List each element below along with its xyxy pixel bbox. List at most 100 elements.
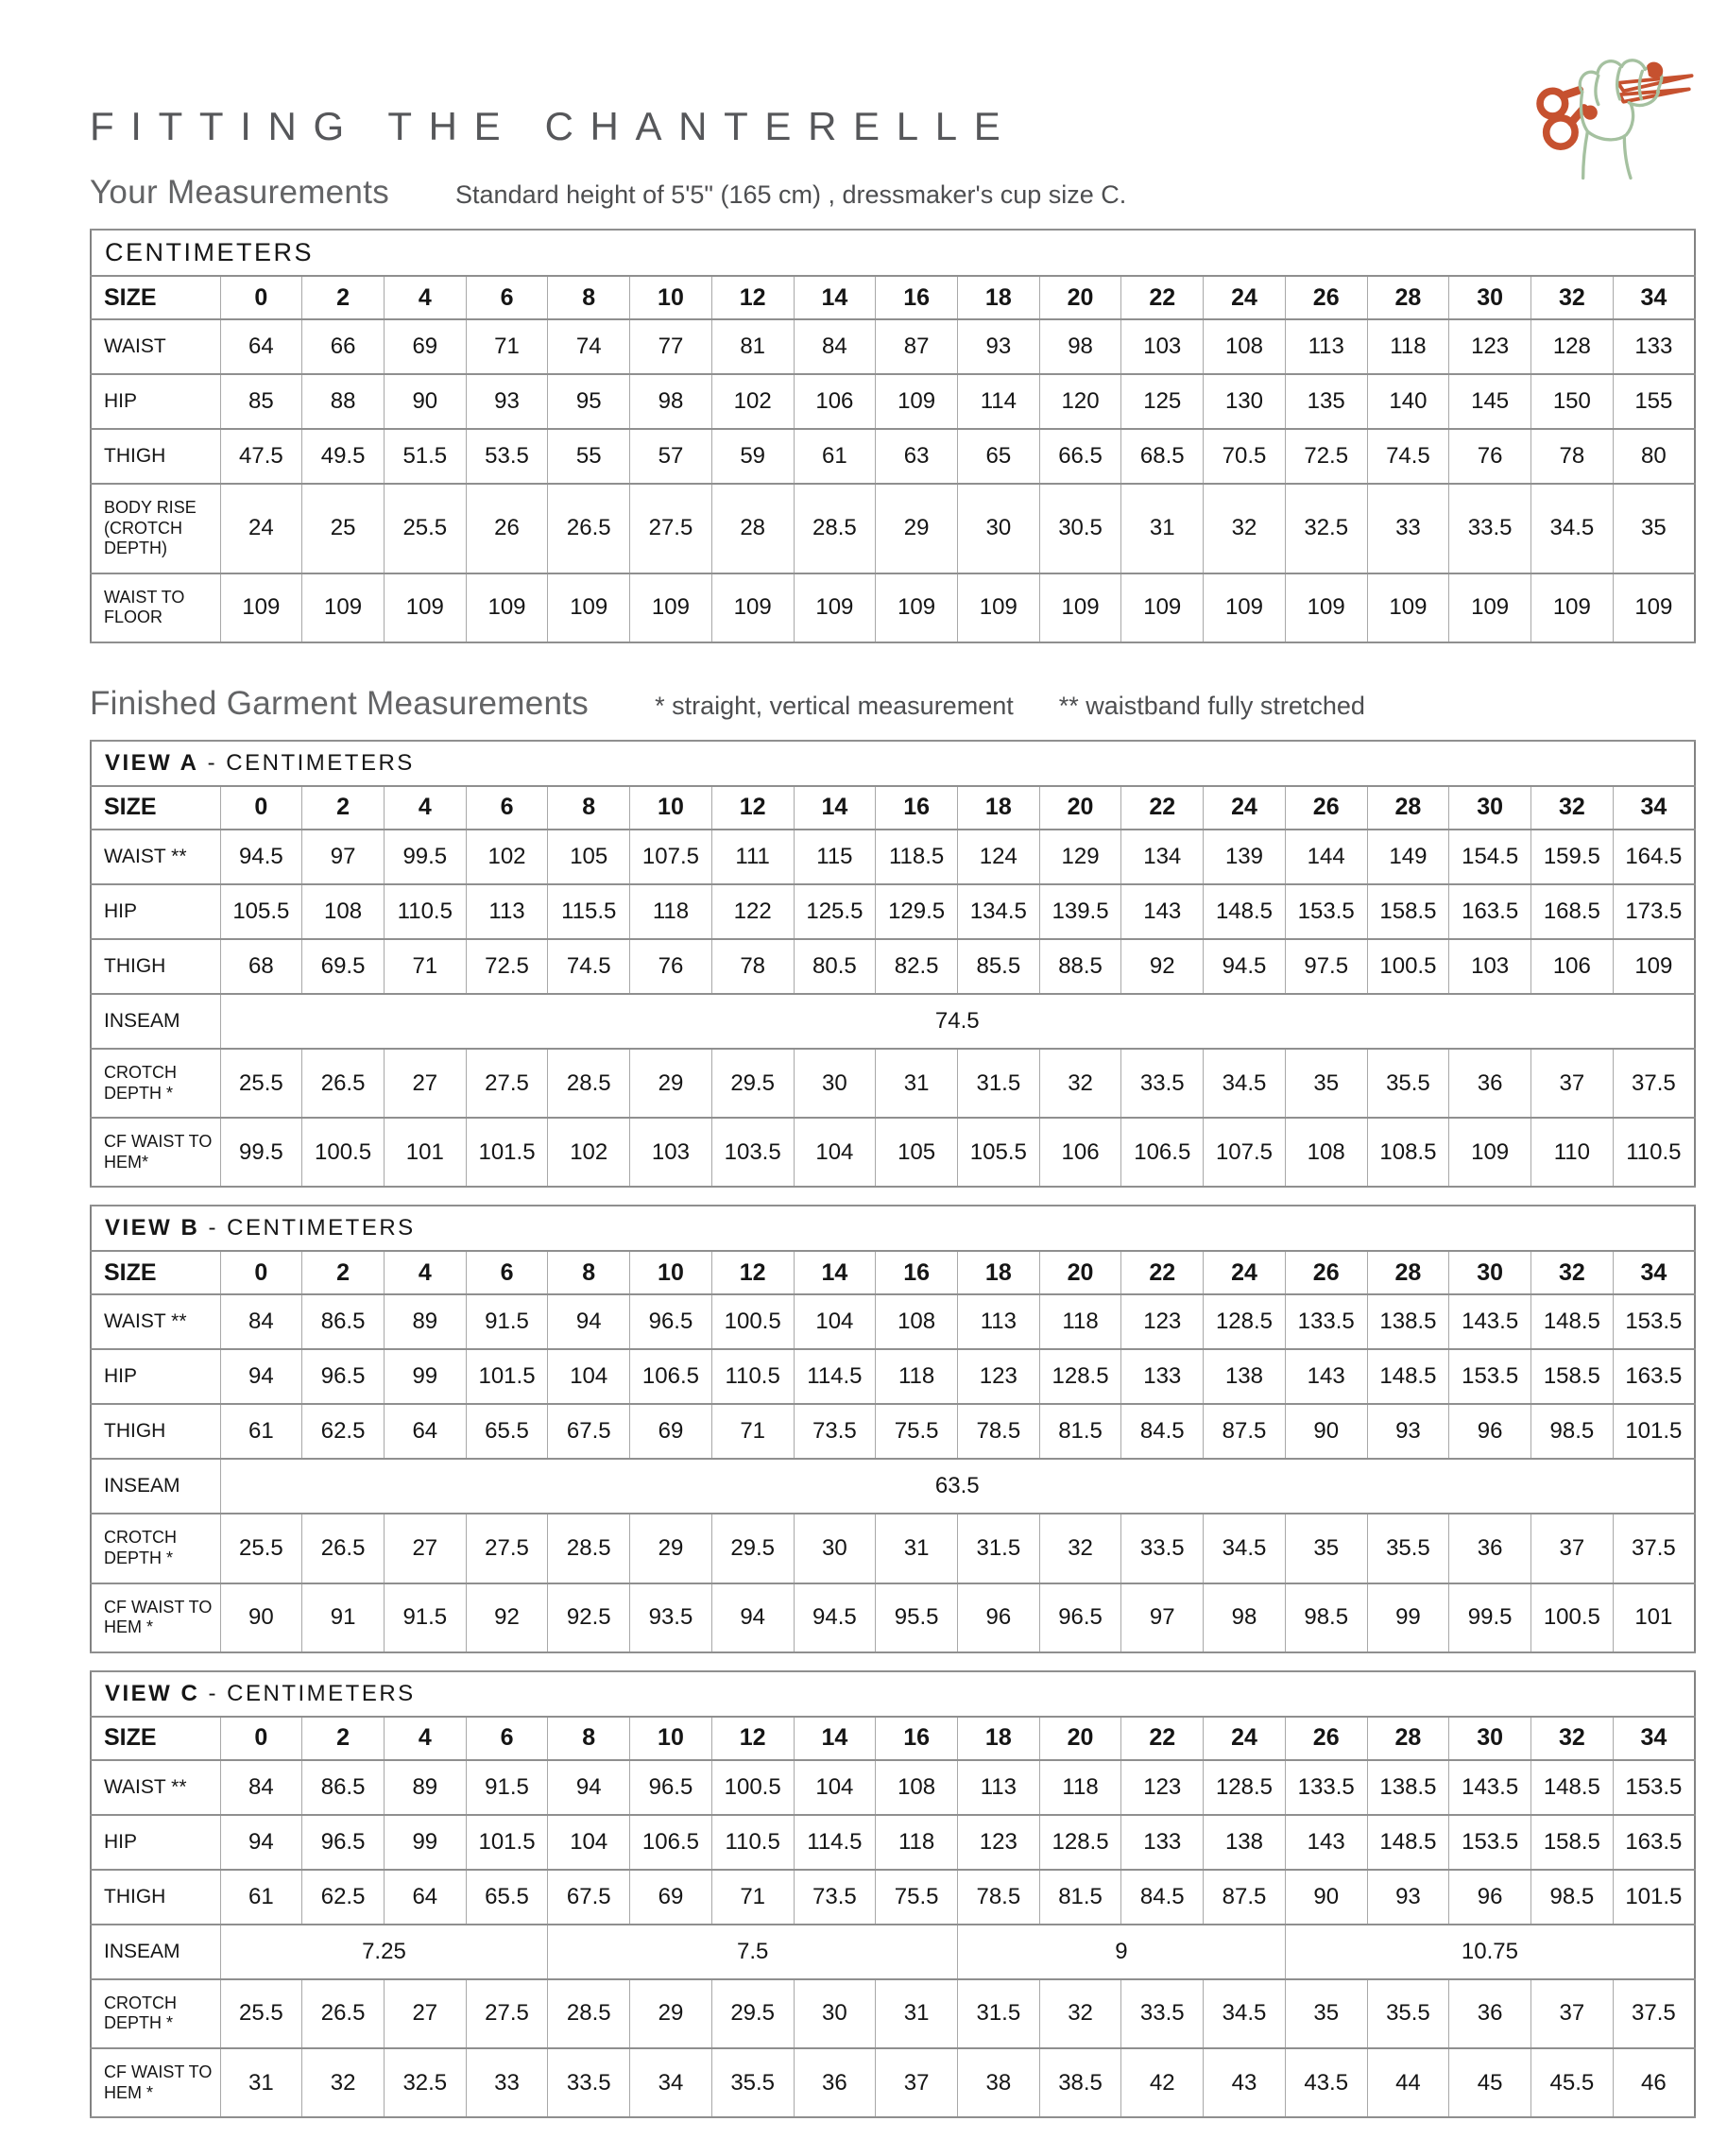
measurement-cell: 106.5 [1120,1117,1205,1189]
row-label: THIGH [90,1403,221,1461]
size-column-header: 8 [547,784,631,830]
measurement-cell: 128.5 [1038,1348,1122,1406]
size-column-header: 4 [383,1250,467,1296]
measurement-cell: 109 [1203,572,1286,643]
measurement-cell: 155 [1612,373,1696,430]
measurement-cell: 27 [383,1047,467,1120]
measurement-cell: 109 [956,572,1040,643]
row-label: THIGH [90,428,221,485]
measurement-cell: 101 [1612,1582,1696,1653]
size-column-header: 24 [1203,275,1286,320]
measurement-cell: 84.5 [1120,1403,1205,1461]
size-column-header: 16 [875,1250,958,1296]
measurement-cell: 74.5 [219,992,1696,1050]
size-column-header: 34 [1612,784,1696,830]
measurement-cell: 100.5 [710,1293,795,1351]
measurement-cell: 118.5 [875,828,958,885]
measurement-cell: 29.5 [710,1513,795,1584]
measurement-cell: 33.5 [1120,1513,1205,1584]
measurement-cell: 125.5 [793,882,877,940]
measurement-cell: 98.5 [1284,1582,1368,1653]
row-label: HIP [90,1813,221,1871]
measurement-cell: 35 [1284,1977,1368,2049]
measurement-cell: 78 [1530,428,1614,485]
measurement-cell: 68.5 [1120,428,1205,485]
size-column-header: 32 [1530,275,1614,320]
row-label: CF WAIST TO HEM * [90,1582,221,1653]
measurement-cell: 108 [875,1758,958,1816]
measurement-cell: 98.5 [1530,1403,1614,1461]
measurement-cell: 125 [1120,373,1205,430]
measurement-cell: 91.5 [465,1293,549,1351]
size-column-header: 14 [793,275,877,320]
measurement-cell: 44 [1366,2046,1450,2119]
measurement-cell: 64 [383,1403,467,1461]
measurement-cell: 111 [710,828,795,885]
measurement-cell: 74 [547,318,631,375]
measurement-cell: 84 [219,1293,303,1351]
measurement-cell: 96.5 [629,1293,712,1351]
measurement-cell: 97.5 [1284,937,1368,995]
measurement-cell: 27.5 [629,483,712,574]
measurement-cell: 80.5 [793,937,877,995]
measurement-cell: 94 [219,1813,303,1871]
measurement-cell: 26 [465,483,549,574]
row-label: CF WAIST TO HEM* [90,1117,221,1189]
measurement-cell: 140 [1366,373,1450,430]
measurement-cell: 29 [629,1047,712,1120]
measurement-cell: 102 [465,828,549,885]
measurement-cell: 33.5 [547,2046,631,2119]
measurement-cell: 109 [1120,572,1205,643]
size-column-header: 14 [793,784,877,830]
measurement-cell: 66 [301,318,385,375]
measurement-cell: 26.5 [301,1513,385,1584]
measurement-cell: 96 [1448,1868,1531,1925]
measurement-cell: 129 [1038,828,1122,885]
measurement-cell: 99 [1366,1582,1450,1653]
measurement-cell: 163.5 [1448,882,1531,940]
measurement-cell: 27.5 [465,1047,549,1120]
measurement-cell: 75.5 [875,1868,958,1925]
section-finished-garment-header: Finished Garment Measurements * straight… [90,685,1696,723]
measurement-cell: 37.5 [1612,1513,1696,1584]
table-row: BODY RISE (CROTCH DEPTH) 24 25 25.5 26 26.5 27… [90,483,1696,574]
measurement-cell: 104 [547,1348,631,1406]
size-column-header: 0 [219,275,303,320]
size-column-header: 26 [1284,1250,1368,1296]
measurement-cell: 32 [1038,1977,1122,2049]
measurement-cell: 118 [875,1348,958,1406]
measurement-cell: 78.5 [956,1403,1040,1461]
row-label: INSEAM [90,1923,221,1980]
measurement-cell: 154.5 [1448,828,1531,885]
measurement-cell: 93.5 [629,1582,712,1653]
measurement-cell: 105.5 [219,882,303,940]
measurement-cell: 67.5 [547,1868,631,1925]
size-column-header: 20 [1038,275,1122,320]
measurement-cell: 102 [710,373,795,430]
table-caption: VIEW A - CENTIMETERS [90,739,1696,787]
measurement-cell: 30 [956,483,1040,574]
measurement-cell: 72.5 [465,937,549,995]
size-column-header: 6 [465,1715,549,1761]
table-row: WAIST 64 66 69 71 74 77 81 84 87 93 98 103 108 113 118 1… [90,318,1696,375]
measurement-cell: 128.5 [1203,1758,1286,1816]
measurement-cell: 51.5 [383,428,467,485]
size-column-header: 4 [383,275,467,320]
measurement-cell: 143 [1120,882,1205,940]
measurement-cell: 70.5 [1203,428,1286,485]
measurement-cell: 148.5 [1203,882,1286,940]
measurement-cell: 148.5 [1366,1813,1450,1871]
table-row: HIP 105.5 108 110.5 113 115.5 118 122 125.5 129.5… [90,882,1696,940]
size-column-header: 30 [1448,1715,1531,1761]
measurement-cell: 106.5 [629,1348,712,1406]
measurement-cell: 35 [1284,1047,1368,1120]
measurement-cell: 90 [1284,1868,1368,1925]
measurement-cell: 36 [1448,1513,1531,1584]
measurement-cell: 84 [793,318,877,375]
measurement-cell: 31 [875,1977,958,2049]
measurement-cell: 94.5 [793,1582,877,1653]
size-column-header: 14 [793,1715,877,1761]
measurement-cell: 94 [710,1582,795,1653]
size-column-header: 18 [956,784,1040,830]
measurement-cell: 27 [383,1513,467,1584]
